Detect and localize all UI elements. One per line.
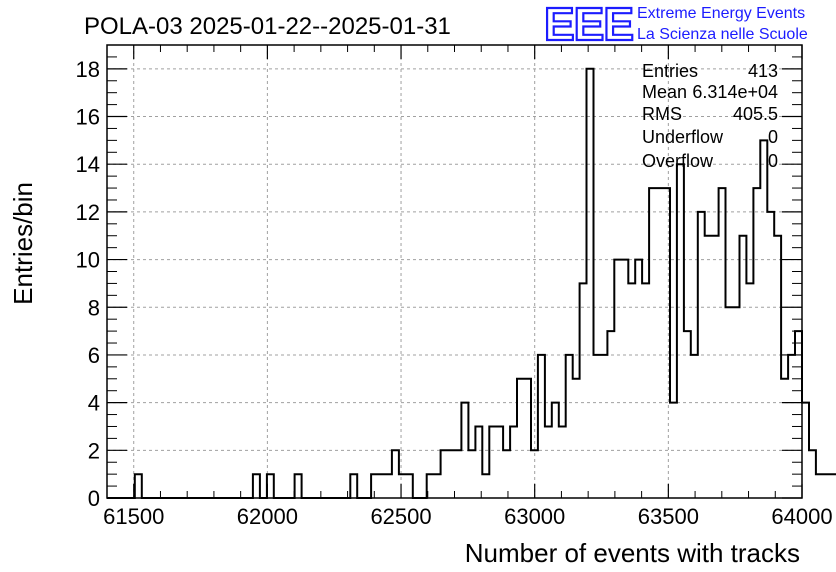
y-tick-label: 18 bbox=[76, 57, 100, 82]
y-tick-label: 16 bbox=[76, 105, 100, 130]
stats-entries-value: 413 bbox=[748, 61, 778, 81]
stats-mean-label: Mean bbox=[642, 82, 687, 102]
stats-rms-label: RMS bbox=[642, 104, 682, 124]
x-tick-label: 63500 bbox=[638, 504, 699, 529]
y-axis-title: Entries/bin bbox=[8, 182, 38, 305]
x-tick-label: 63000 bbox=[504, 504, 565, 529]
stats-rms-value: 405.5 bbox=[733, 104, 778, 124]
eee-logo-line1: Extreme Energy Events bbox=[637, 5, 805, 22]
eee-logo: EEE Extreme Energy Events La Scienza nel… bbox=[543, 0, 808, 51]
y-tick-label: 4 bbox=[88, 391, 100, 416]
y-tick-label: 8 bbox=[88, 295, 100, 320]
stats-underflow-label: Underflow bbox=[642, 127, 724, 147]
grid-lines bbox=[107, 45, 803, 498]
chart-title: POLA-03 2025-01-22--2025-01-31 bbox=[84, 13, 451, 40]
y-tick-label: 2 bbox=[88, 438, 100, 463]
x-tick-label: 64000 bbox=[771, 504, 832, 529]
stats-entries-label: Entries bbox=[642, 61, 698, 81]
x-tick-labels: 61500 62000 62500 63000 63500 64000 bbox=[103, 504, 832, 529]
x-tick-label: 62000 bbox=[237, 504, 298, 529]
x-axis-title: Number of events with tracks bbox=[465, 538, 800, 568]
stats-underflow-value: 0 bbox=[768, 127, 778, 147]
y-tick-label: 10 bbox=[76, 248, 100, 273]
x-tick-label: 62500 bbox=[370, 504, 431, 529]
stats-overflow-value: 0 bbox=[768, 151, 778, 171]
stats-box: Entries 413 Mean 6.314e+04 RMS 405.5 Und… bbox=[642, 61, 778, 171]
y-tick-label: 0 bbox=[88, 486, 100, 511]
eee-logo-line2: La Scienza nelle Scuole bbox=[637, 26, 808, 43]
axis-ticks bbox=[106, 45, 803, 499]
eee-logo-mark: EEE bbox=[544, 0, 633, 50]
histogram-step-line bbox=[107, 67, 836, 499]
stats-mean-value: 6.314e+04 bbox=[692, 82, 778, 102]
stats-overflow-label: Overflow bbox=[642, 151, 714, 171]
y-tick-labels: 0 2 4 6 8 10 12 14 16 18 bbox=[76, 57, 100, 511]
x-tick-label: 61500 bbox=[103, 504, 164, 529]
y-tick-label: 6 bbox=[88, 343, 100, 368]
y-tick-label: 12 bbox=[76, 200, 100, 225]
y-tick-label: 14 bbox=[76, 152, 100, 177]
